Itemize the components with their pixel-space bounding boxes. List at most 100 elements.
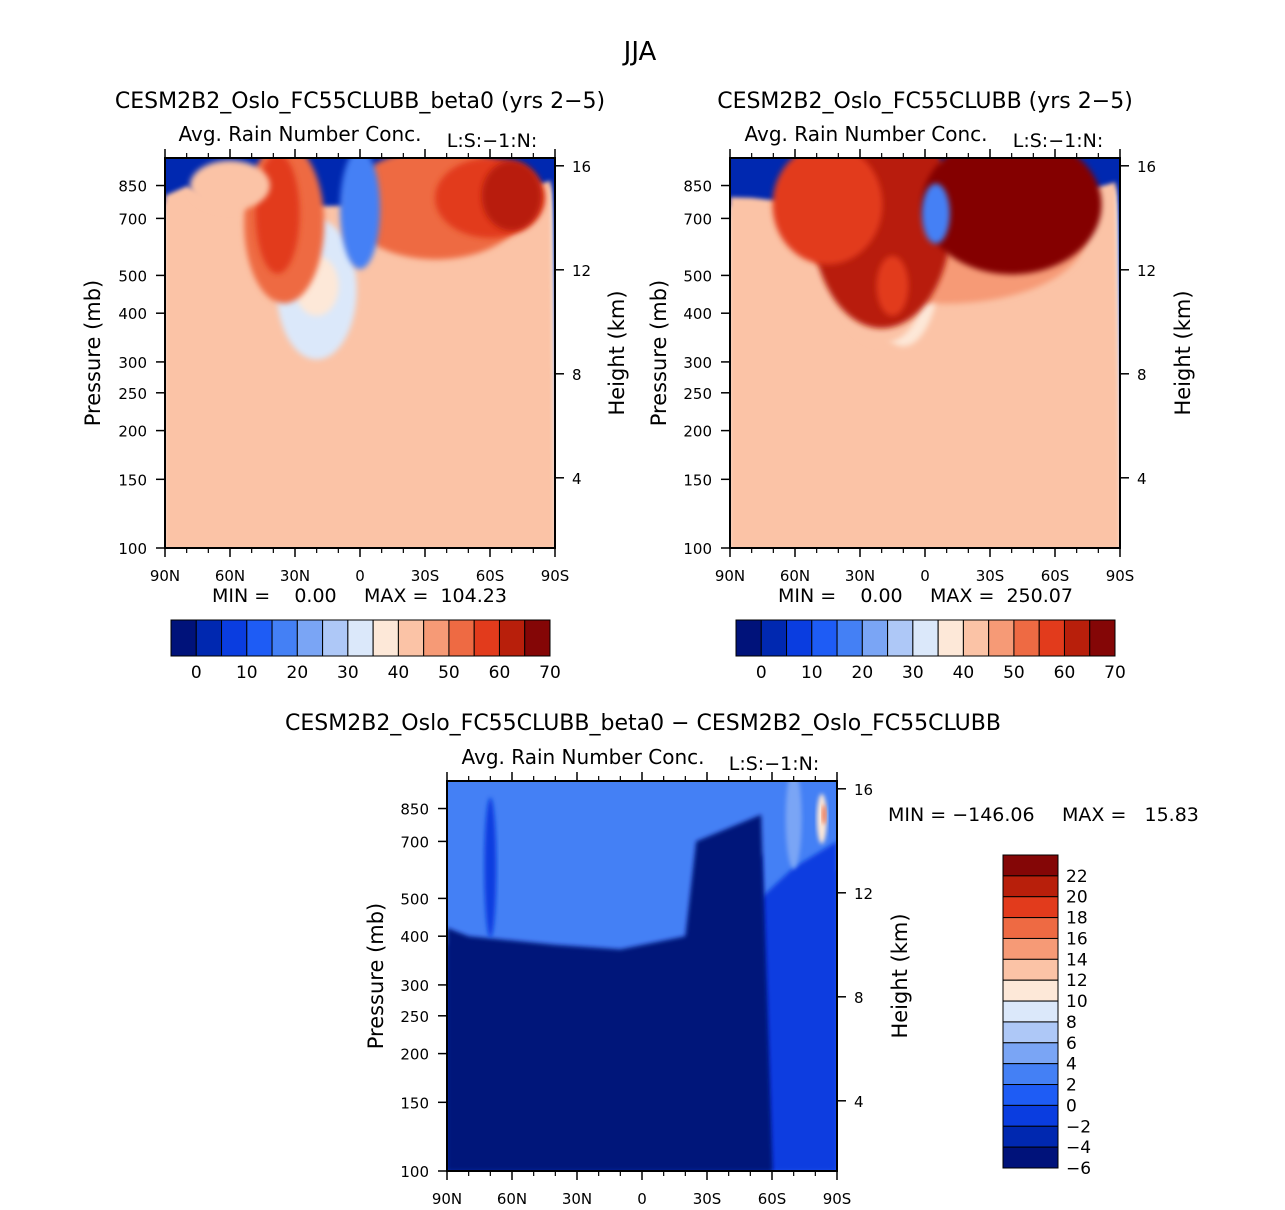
colorbar-box	[246, 619, 273, 657]
colorbar-label: 0	[1066, 1096, 1077, 1116]
colorbar-label: 60	[489, 663, 511, 683]
right-y-right-tick-label: 8	[1137, 366, 1147, 384]
difference-y-tick-label: 700	[400, 833, 429, 851]
colorbar-box	[1002, 958, 1059, 981]
right-panel-corner-label: L:S:−1:N:	[1013, 130, 1103, 152]
left-y-axis-label: Pressure (mb)	[81, 280, 105, 427]
right-min-value: MIN = 0.00	[778, 585, 903, 607]
right-max-value: MAX = 250.07	[930, 585, 1073, 607]
left-y-tick-label: 700	[118, 210, 147, 228]
right-y-tick-label: 250	[683, 385, 712, 403]
left-y-right-tick-label: 12	[572, 262, 591, 280]
colorbar-label: −2	[1066, 1117, 1091, 1137]
difference-y-tick-label: 850	[400, 801, 429, 819]
colorbar-box	[271, 619, 298, 657]
colorbar-box	[811, 619, 838, 657]
colorbar-box	[195, 619, 223, 657]
contour-cell-2	[785, 781, 802, 869]
difference-contour-field	[447, 781, 837, 1171]
right-x-tick-label: 30N	[845, 567, 875, 585]
colorbar-label: 6	[1066, 1034, 1077, 1054]
colorbar-box	[397, 619, 425, 657]
colorbar-box	[524, 619, 551, 657]
difference-panel-corner-label: L:S:−1:N:	[729, 753, 819, 775]
colorbar-box	[786, 619, 813, 657]
right-y-tick-label: 100	[683, 540, 712, 558]
right-y-axis-label-right: Height (km)	[1171, 290, 1195, 415]
colorbar-label: 10	[236, 663, 258, 683]
colorbar-label: 40	[953, 663, 975, 683]
colorbar-box	[1002, 917, 1059, 939]
colorbar-label: −6	[1066, 1159, 1091, 1179]
colorbar-box	[760, 619, 788, 657]
left-x-tick-label: 30N	[280, 567, 310, 585]
colorbar-box	[448, 619, 475, 657]
difference-y-right-tick-label: 8	[854, 989, 864, 1007]
difference-y-tick-label: 200	[400, 1046, 429, 1064]
left-max-value: MAX = 104.23	[364, 585, 507, 607]
difference-y-axis-label-right: Height (km)	[888, 913, 912, 1038]
difference-max-value: MAX = 15.83	[1062, 804, 1199, 826]
colorbar-label: 10	[1066, 992, 1088, 1012]
colorbar-box	[937, 619, 964, 657]
left-x-tick-label: 60N	[215, 567, 245, 585]
left-x-tick-label: 90N	[150, 567, 180, 585]
colorbar-box	[1002, 1104, 1059, 1127]
colorbar-label: 70	[1104, 663, 1126, 683]
colorbar-box	[1013, 619, 1040, 657]
left-y-right-tick-label: 16	[572, 158, 591, 176]
left-axes: 90N 60N 30N 0 30S 60S 90S 100 150 200 250 300 400 500…	[118, 149, 591, 585]
colorbar-box	[347, 619, 374, 657]
colorbar-label: 0	[756, 663, 767, 683]
right-panel-title: CESM2B2_Oslo_FC55CLUBB (yrs 2−5)	[717, 89, 1133, 114]
difference-x-tick-label: 30S	[693, 1190, 722, 1208]
contour-cell-8	[340, 158, 380, 269]
colorbar-box	[1002, 854, 1059, 877]
colorbar-box	[887, 619, 914, 657]
left-y-tick-label: 500	[118, 267, 147, 285]
left-x-tick-label: 60S	[476, 567, 505, 585]
colorbar-box	[322, 619, 349, 657]
colorbar-label: 16	[1066, 929, 1088, 949]
colorbar-label: 8	[1066, 1013, 1077, 1033]
colorbar-label: 10	[801, 663, 823, 683]
colorbar-box	[1002, 937, 1059, 960]
contour-cell-6	[772, 158, 883, 265]
right-y-right-tick-label: 16	[1137, 158, 1156, 176]
colorbar-box	[170, 619, 197, 657]
contour-band-4	[447, 814, 772, 1171]
right-y-tick-label: 850	[683, 178, 712, 196]
right-y-right-tick-label: 4	[1137, 470, 1147, 488]
right-panel-subtitle: Avg. Rain Number Conc.	[745, 122, 988, 146]
right-colorbar: 0 10 20 30 40 50 60 70	[735, 619, 1126, 683]
difference-y-tick-label: 500	[400, 890, 429, 908]
right-y-tick-label: 300	[683, 354, 712, 372]
colorbar-label: 60	[1054, 663, 1076, 683]
difference-y-tick-label: 150	[400, 1094, 429, 1112]
colorbar-box	[962, 619, 990, 657]
contour-cell-9	[190, 160, 270, 211]
difference-y-axis-label: Pressure (mb)	[364, 903, 388, 1050]
colorbar-label: 0	[191, 663, 202, 683]
colorbar-box	[861, 619, 889, 657]
right-y-tick-label: 400	[683, 305, 712, 323]
right-y-axis-label: Pressure (mb)	[647, 280, 671, 427]
left-x-tick-label: 30S	[411, 567, 440, 585]
left-y-tick-label: 150	[118, 471, 147, 489]
colorbar-box	[912, 619, 939, 657]
contour-cell-8	[876, 255, 909, 316]
colorbar-box	[1038, 619, 1065, 657]
left-panel: CESM2B2_Oslo_FC55CLUBB_beta0 (yrs 2−5) A…	[81, 89, 629, 683]
left-x-tick-label: 0	[355, 567, 365, 585]
colorbar-label: 50	[1003, 663, 1025, 683]
colorbar-box	[1002, 1146, 1059, 1169]
difference-x-tick-label: 90N	[432, 1190, 462, 1208]
colorbar-label: 2	[1066, 1076, 1077, 1096]
left-x-tick-label: 90S	[541, 567, 570, 585]
right-x-tick-label: 90N	[715, 567, 745, 585]
colorbar-label: 18	[1066, 909, 1088, 929]
colorbar-box	[1002, 1084, 1059, 1106]
right-y-tick-label: 150	[683, 471, 712, 489]
figure-title: JJA	[622, 37, 657, 67]
colorbar-box	[473, 619, 500, 657]
